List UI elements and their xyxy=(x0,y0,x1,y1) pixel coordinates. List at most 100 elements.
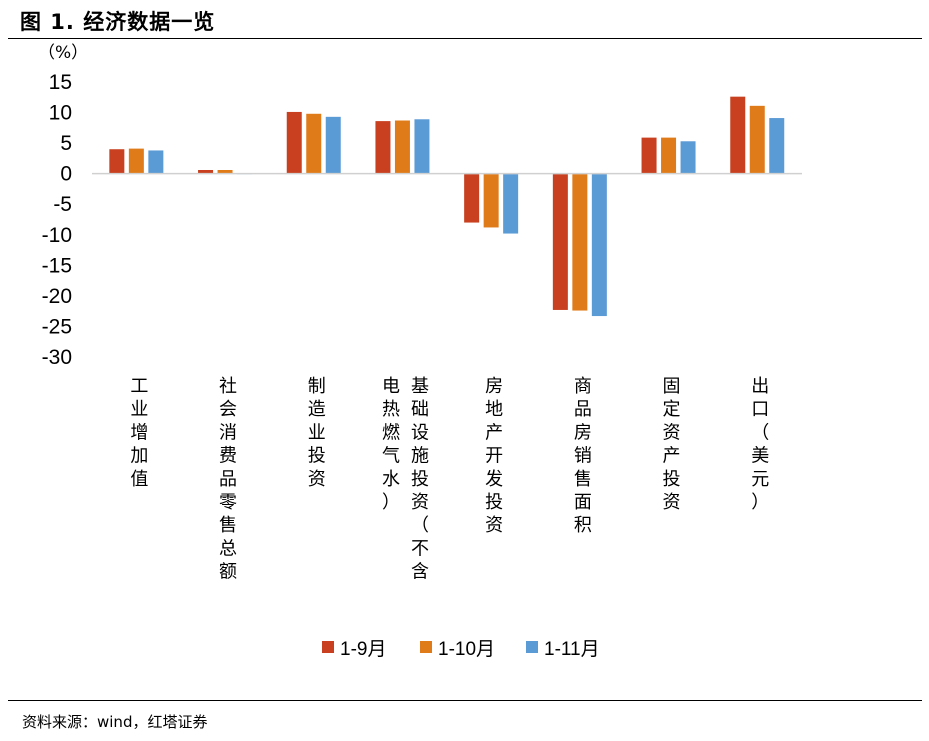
category-label: 出口（ 美元） xyxy=(751,376,769,513)
bar xyxy=(464,173,480,223)
svg-text:投: 投 xyxy=(411,469,429,490)
bar xyxy=(572,173,588,311)
svg-text:造: 造 xyxy=(308,399,326,420)
figure-title: 图 1. 经济数据一览 xyxy=(20,10,216,34)
svg-text:）: ） xyxy=(382,492,400,513)
svg-text:燃: 燃 xyxy=(382,422,400,443)
svg-text:房: 房 xyxy=(574,422,592,443)
svg-text:发: 发 xyxy=(485,469,503,490)
svg-text:积: 积 xyxy=(574,515,592,536)
y-tick-label: 10 xyxy=(49,102,72,125)
bar xyxy=(217,170,233,174)
bar xyxy=(109,149,125,174)
svg-text:投: 投 xyxy=(308,446,326,467)
svg-text:基: 基 xyxy=(411,376,429,397)
svg-text:业: 业 xyxy=(130,399,148,420)
bar xyxy=(591,173,607,317)
svg-text:费: 费 xyxy=(219,446,237,467)
svg-text:产: 产 xyxy=(485,422,503,443)
svg-text:品: 品 xyxy=(219,469,237,490)
svg-text:资: 资 xyxy=(663,422,681,443)
svg-text:制: 制 xyxy=(308,376,326,397)
svg-text:美: 美 xyxy=(751,446,769,467)
y-axis-ticks: 15 10 5 0 -5 -10 -15 -20 -25 -30 xyxy=(42,71,72,369)
svg-text:零: 零 xyxy=(219,492,237,513)
y-tick-label: -25 xyxy=(42,315,72,338)
svg-text:面: 面 xyxy=(574,492,592,513)
svg-text:投: 投 xyxy=(485,492,503,513)
bar xyxy=(198,170,214,174)
svg-text:额: 额 xyxy=(219,562,237,583)
svg-text:电: 电 xyxy=(382,376,400,397)
svg-text:工: 工 xyxy=(130,376,148,397)
legend-swatch xyxy=(420,641,432,653)
svg-text:增: 增 xyxy=(130,422,148,443)
svg-text:资: 资 xyxy=(485,515,503,536)
svg-text:设: 设 xyxy=(411,422,429,443)
svg-text:气: 气 xyxy=(382,446,400,467)
svg-text:）: ） xyxy=(751,492,769,513)
svg-text:资: 资 xyxy=(663,492,681,513)
bar xyxy=(128,148,144,174)
svg-text:元: 元 xyxy=(751,469,769,490)
svg-text:品: 品 xyxy=(574,399,592,420)
svg-text:售: 售 xyxy=(574,469,592,490)
bar xyxy=(503,173,519,234)
svg-text:资: 资 xyxy=(411,492,429,513)
bar xyxy=(375,121,391,174)
bar xyxy=(552,173,568,310)
bar xyxy=(325,116,341,174)
bar xyxy=(286,111,302,174)
top-rule xyxy=(8,38,922,39)
legend-swatch xyxy=(322,641,334,653)
svg-text:值: 值 xyxy=(130,469,148,490)
svg-text:口: 口 xyxy=(751,399,769,420)
svg-text:投: 投 xyxy=(663,469,681,490)
bar xyxy=(641,137,657,174)
svg-text:出: 出 xyxy=(751,376,769,397)
svg-text:施: 施 xyxy=(411,446,429,467)
bar xyxy=(306,113,322,174)
svg-text:热: 热 xyxy=(382,399,400,420)
y-tick-label: -10 xyxy=(42,224,72,247)
svg-text:（: （ xyxy=(751,422,769,443)
bar xyxy=(414,119,430,174)
bar xyxy=(749,105,765,174)
svg-text:社: 社 xyxy=(219,376,237,397)
y-tick-label: -15 xyxy=(42,254,72,277)
legend-label: 1-10月 xyxy=(438,639,495,660)
svg-text:售: 售 xyxy=(219,515,237,536)
svg-text:定: 定 xyxy=(663,399,681,420)
svg-text:（: （ xyxy=(411,515,429,536)
svg-text:含: 含 xyxy=(411,562,429,583)
svg-text:销: 销 xyxy=(574,446,592,467)
svg-text:产: 产 xyxy=(663,446,681,467)
legend-label: 1-9月 xyxy=(340,639,386,660)
legend-label: 1-11月 xyxy=(544,639,600,660)
svg-text:固: 固 xyxy=(663,376,681,397)
svg-text:水: 水 xyxy=(382,469,400,490)
svg-text:房: 房 xyxy=(485,376,503,397)
bottom-rule xyxy=(8,700,922,701)
svg-text:商: 商 xyxy=(574,376,592,397)
y-axis-unit-label: （%） xyxy=(38,43,88,63)
svg-text:资: 资 xyxy=(308,469,326,490)
y-tick-label: -20 xyxy=(42,285,72,308)
bar-series xyxy=(109,96,785,317)
bar xyxy=(680,141,696,174)
bar xyxy=(661,137,677,174)
source-note: 资料来源：wind，红塔证券 xyxy=(22,713,208,731)
bar xyxy=(483,173,499,228)
svg-text:开: 开 xyxy=(485,446,503,467)
svg-text:不: 不 xyxy=(411,538,429,559)
bar xyxy=(730,96,746,174)
svg-text:消: 消 xyxy=(219,422,237,443)
legend: 1-9月 1-10月 1-11月 xyxy=(322,639,600,660)
